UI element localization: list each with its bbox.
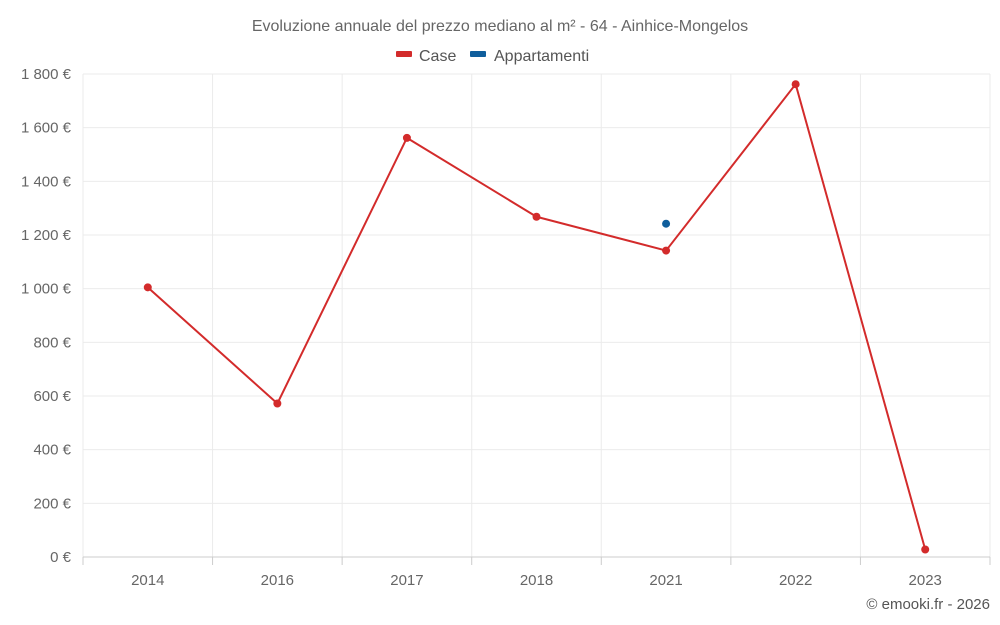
x-tick-label: 2018 <box>520 572 553 589</box>
legend-label-appartamenti: Appartamenti <box>494 48 589 65</box>
y-tick-label: 600 € <box>33 388 71 405</box>
x-tick-label: 2021 <box>649 572 682 589</box>
y-tick-label: 400 € <box>33 442 71 459</box>
plot-area: 0 € 200 € 400 € 600 € 800 € 1 000 € 1 200 € 1 4… <box>21 66 991 589</box>
data-point-0 <box>921 545 930 554</box>
y-tick-label: 800 € <box>33 334 71 351</box>
data-point-0 <box>791 80 800 89</box>
data-point-0 <box>662 246 671 255</box>
chart-title: Evoluzione annuale del prezzo mediano al… <box>252 18 748 35</box>
credit: © emooki.fr - 2026 <box>866 596 990 613</box>
data-point-1 <box>662 219 671 228</box>
data-point-0 <box>532 212 541 221</box>
x-tick-label: 2014 <box>131 572 164 589</box>
legend-swatch-appartamenti <box>470 51 486 57</box>
y-tick-label: 1 200 € <box>21 227 72 244</box>
data-point-0 <box>273 399 282 408</box>
data-point-0 <box>143 283 152 292</box>
legend-swatch-case <box>396 51 412 57</box>
y-tick-label: 1 400 € <box>21 173 72 190</box>
y-tick-label: 0 € <box>50 549 72 566</box>
x-tick-label: 2017 <box>390 572 423 589</box>
legend: Case Appartamenti <box>396 48 589 65</box>
x-tick-label: 2022 <box>779 572 812 589</box>
y-tick-label: 1 800 € <box>21 66 72 83</box>
series-line-0 <box>147 83 927 550</box>
legend-item-case[interactable]: Case <box>396 48 456 65</box>
legend-label-case: Case <box>419 48 456 65</box>
y-tick-label: 1 600 € <box>21 120 72 137</box>
y-tick-label: 200 € <box>33 495 71 512</box>
y-tick-label: 1 000 € <box>21 281 72 298</box>
data-point-0 <box>402 133 411 142</box>
legend-item-appartamenti[interactable]: Appartamenti <box>470 48 589 65</box>
x-tick-label: 2016 <box>261 572 294 589</box>
x-tick-label: 2023 <box>909 572 942 589</box>
